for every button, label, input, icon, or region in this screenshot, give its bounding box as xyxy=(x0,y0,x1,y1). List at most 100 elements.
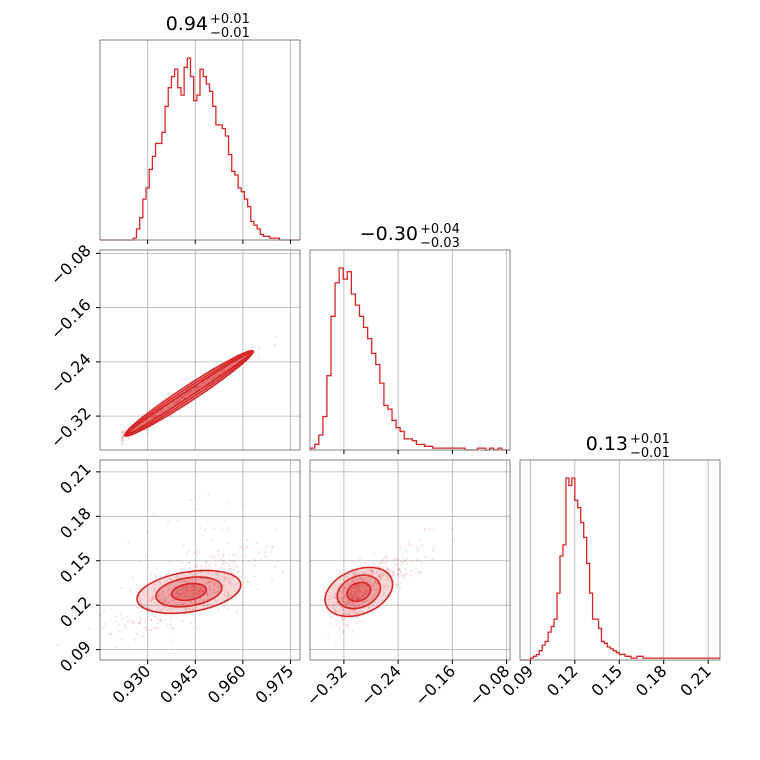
scatter-point xyxy=(354,593,357,596)
scatter-point xyxy=(368,570,371,573)
scatter-point xyxy=(350,601,353,604)
scatter-point xyxy=(197,590,200,593)
scatter-point xyxy=(347,583,351,587)
scatter-point xyxy=(193,585,197,589)
scatter-point xyxy=(199,385,202,388)
scatter-point xyxy=(405,557,409,561)
scatter-point xyxy=(403,560,407,563)
scatter-point xyxy=(164,598,167,601)
scatter-point xyxy=(157,573,160,576)
scatter-point xyxy=(173,403,176,406)
scatter-point xyxy=(184,564,187,567)
y-ticks: 0.09 0.12 0.15 0.18 0.21 xyxy=(56,459,100,676)
scatter-point xyxy=(163,613,167,617)
scatter-point xyxy=(194,389,198,392)
scatter-point xyxy=(222,369,225,372)
scatter-point xyxy=(214,561,218,564)
scatter-point xyxy=(336,586,340,589)
scatter-point xyxy=(361,579,365,582)
scatter-point xyxy=(355,594,359,597)
scatter-point xyxy=(371,570,374,574)
scatter-point xyxy=(184,392,188,395)
scatter-point xyxy=(351,611,355,614)
scatter-point xyxy=(352,591,355,594)
scatter-point xyxy=(147,616,150,619)
scatter-point xyxy=(205,381,208,385)
scatter-point xyxy=(179,603,182,607)
scatter-point xyxy=(355,620,358,624)
scatter-point xyxy=(424,530,427,533)
scatter-point xyxy=(370,585,374,588)
scatter-point xyxy=(349,593,352,596)
scatter-point xyxy=(205,561,208,564)
scatter-point xyxy=(380,577,383,580)
scatter-point xyxy=(185,552,188,556)
scatter-point xyxy=(364,572,367,575)
scatter-point xyxy=(208,587,211,590)
y-tick-label: −0.32 xyxy=(47,403,95,451)
scatter-point xyxy=(329,594,332,598)
scatter-point xyxy=(367,600,370,603)
scatter-point xyxy=(207,380,210,383)
scatter-point xyxy=(220,557,223,561)
grid-lines xyxy=(529,460,709,660)
scatter-point xyxy=(188,390,191,394)
scatter-point xyxy=(364,576,368,580)
scatter-point xyxy=(182,602,186,605)
scatter-point xyxy=(186,595,190,599)
scatter-point xyxy=(223,572,226,576)
scatter-point xyxy=(227,581,231,584)
scatter-point xyxy=(356,594,359,597)
scatter-point xyxy=(227,607,231,610)
scatter-point xyxy=(147,427,150,430)
scatter-point xyxy=(386,567,389,571)
scatter-point xyxy=(153,589,156,593)
scatter-point xyxy=(109,633,112,636)
title-upper-error: +0.01 xyxy=(630,432,670,447)
scatter-point xyxy=(216,599,219,603)
scatter-point xyxy=(141,635,144,638)
scatter-point xyxy=(154,573,157,576)
scatter-point xyxy=(151,415,154,419)
scatter-point xyxy=(211,591,215,595)
scatter-point xyxy=(157,609,160,612)
scatter-point xyxy=(168,593,171,596)
scatter-point xyxy=(190,571,194,574)
scatter-point xyxy=(353,601,357,605)
scatter-point xyxy=(208,563,211,566)
scatter-point xyxy=(123,624,126,627)
scatter-point xyxy=(342,602,345,606)
contour-level xyxy=(155,576,223,608)
scatter-point xyxy=(183,585,186,589)
scatter-point xyxy=(328,597,331,600)
scatter-point xyxy=(140,648,143,651)
scatter-point xyxy=(152,513,156,516)
scatter-point xyxy=(217,553,220,557)
scatter-point xyxy=(362,594,365,597)
scatter-point xyxy=(176,400,179,403)
scatter-point xyxy=(215,374,218,378)
scatter-point xyxy=(220,528,223,532)
scatter-point xyxy=(268,559,271,562)
scatter-point xyxy=(175,590,178,593)
scatter-point xyxy=(358,597,361,600)
scatter-point xyxy=(212,588,216,592)
scatter-point xyxy=(385,566,389,570)
scatter-point xyxy=(357,597,360,600)
scatter-point xyxy=(183,393,186,396)
scatter-point xyxy=(204,565,207,569)
scatter-point xyxy=(188,607,192,610)
scatter-point xyxy=(405,550,408,554)
scatter-point xyxy=(356,616,359,619)
scatter-point xyxy=(357,579,360,582)
scatter-point xyxy=(216,586,219,589)
scatter-point xyxy=(186,588,189,591)
scatter-point xyxy=(219,370,223,373)
scatter-point xyxy=(149,599,152,602)
scatter-point xyxy=(331,596,335,599)
scatter-point xyxy=(151,597,154,601)
scatter-point xyxy=(144,620,147,624)
y-tick-label: 0.18 xyxy=(56,504,95,543)
scatter-point xyxy=(213,582,216,585)
scatter-point xyxy=(356,604,360,607)
